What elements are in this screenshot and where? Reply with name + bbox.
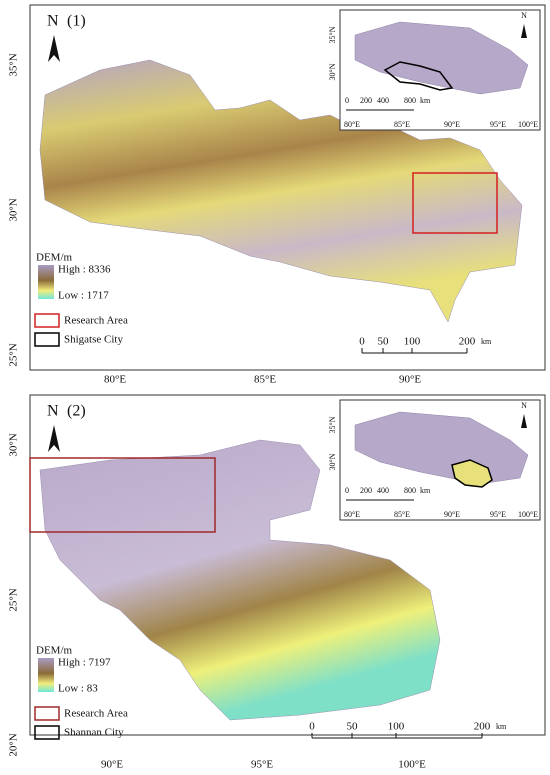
legend-low: Low : 83 [58, 683, 98, 695]
legend-colorbar [38, 265, 54, 299]
inset-north: N [521, 11, 527, 20]
lat-label: 35°N [8, 53, 20, 76]
legend-colorbar [38, 658, 54, 692]
legend-research: Research Area [64, 315, 128, 327]
inset-lat-label: 30°N [328, 453, 337, 470]
inset-lon-label: 95°E [490, 510, 506, 519]
inset-lon-label: 85°E [394, 120, 410, 129]
legend-high: High : 8336 [58, 264, 111, 276]
map-frame [29, 4, 546, 371]
scale-label: 0 [309, 721, 315, 733]
inset-lon-label: 80°E [344, 510, 360, 519]
legend-title: DEM/m [36, 252, 73, 264]
inset-lon-label: 100°E [518, 120, 538, 129]
inset-north: N [521, 401, 527, 410]
legend-research-swatch [34, 313, 60, 328]
scale-unit: km [481, 337, 492, 346]
inset-lon-label: 85°E [394, 510, 410, 519]
inset-terrain [354, 21, 529, 95]
inset-lat-label: 30°N [328, 63, 337, 80]
lon-label: 95°E [251, 759, 273, 771]
legend-low: Low : 1717 [58, 290, 109, 302]
legend-city: Shigatse City [64, 334, 123, 346]
north-label: N [47, 403, 59, 420]
lat-label: 30°N [8, 433, 20, 456]
panel-label: (2) [67, 403, 86, 420]
inset-scale-label: 0 [345, 96, 349, 105]
legend-high: High : 7197 [58, 657, 111, 669]
legend-city: Shannan City [64, 727, 124, 739]
inset-city [383, 61, 454, 91]
lat-label: 30°N [8, 198, 20, 221]
legend-city-swatch [34, 725, 60, 740]
scale-label: 50 [378, 336, 390, 348]
lat-label: 25°N [8, 588, 20, 611]
lon-label: 90°E [101, 759, 123, 771]
panel-label: (1) [67, 13, 86, 30]
lon-label: 80°E [104, 374, 126, 386]
legend-city-swatch [34, 332, 60, 347]
lon-label: 85°E [254, 374, 276, 386]
inset-scale-label: 400 [377, 96, 389, 105]
north-label: N [47, 13, 59, 30]
inset-north-arrow [521, 24, 527, 38]
inset-scale-label: 800 [404, 486, 416, 495]
terrain [39, 439, 441, 721]
inset-city [451, 459, 493, 488]
inset-scale-label: 0 [345, 486, 349, 495]
legend-research: Research Area [64, 708, 128, 720]
inset-lon-label: 90°E [444, 120, 460, 129]
north-arrow [48, 425, 60, 452]
inset-scale-unit: km [420, 486, 431, 495]
inset-scale-label: 200 [360, 96, 372, 105]
inset-lat-label: 35°N [328, 416, 337, 433]
legend-title: DEM/m [36, 645, 73, 657]
research-area-box [412, 172, 498, 234]
inset-north-arrow [521, 414, 527, 428]
inset-lat-label: 35°N [328, 26, 337, 43]
scale-label: 50 [347, 721, 359, 733]
scale-label: 0 [359, 336, 365, 348]
lat-label: 25°N [8, 343, 20, 366]
scale-label: 100 [388, 721, 405, 733]
scale-label: 200 [459, 336, 476, 348]
inset-scale-label: 200 [360, 486, 372, 495]
inset-lon-label: 80°E [344, 120, 360, 129]
inset-lon-label: 90°E [444, 510, 460, 519]
inset-lon-label: 95°E [490, 120, 506, 129]
scale-label: 100 [404, 336, 421, 348]
inset-lon-label: 100°E [518, 510, 538, 519]
research-area-box [29, 457, 216, 533]
north-arrow [48, 35, 60, 62]
scale-label: 200 [474, 721, 491, 733]
lat-label: 20°N [8, 733, 20, 756]
inset-scale-label: 800 [404, 96, 416, 105]
terrain [39, 59, 523, 323]
inset-scale-label: 400 [377, 486, 389, 495]
legend-research-swatch [34, 706, 60, 721]
scale-unit: km [496, 722, 507, 731]
lon-label: 90°E [399, 374, 421, 386]
map-frame [29, 394, 546, 736]
lon-label: 100°E [398, 759, 426, 771]
inset-scale-unit: km [420, 96, 431, 105]
